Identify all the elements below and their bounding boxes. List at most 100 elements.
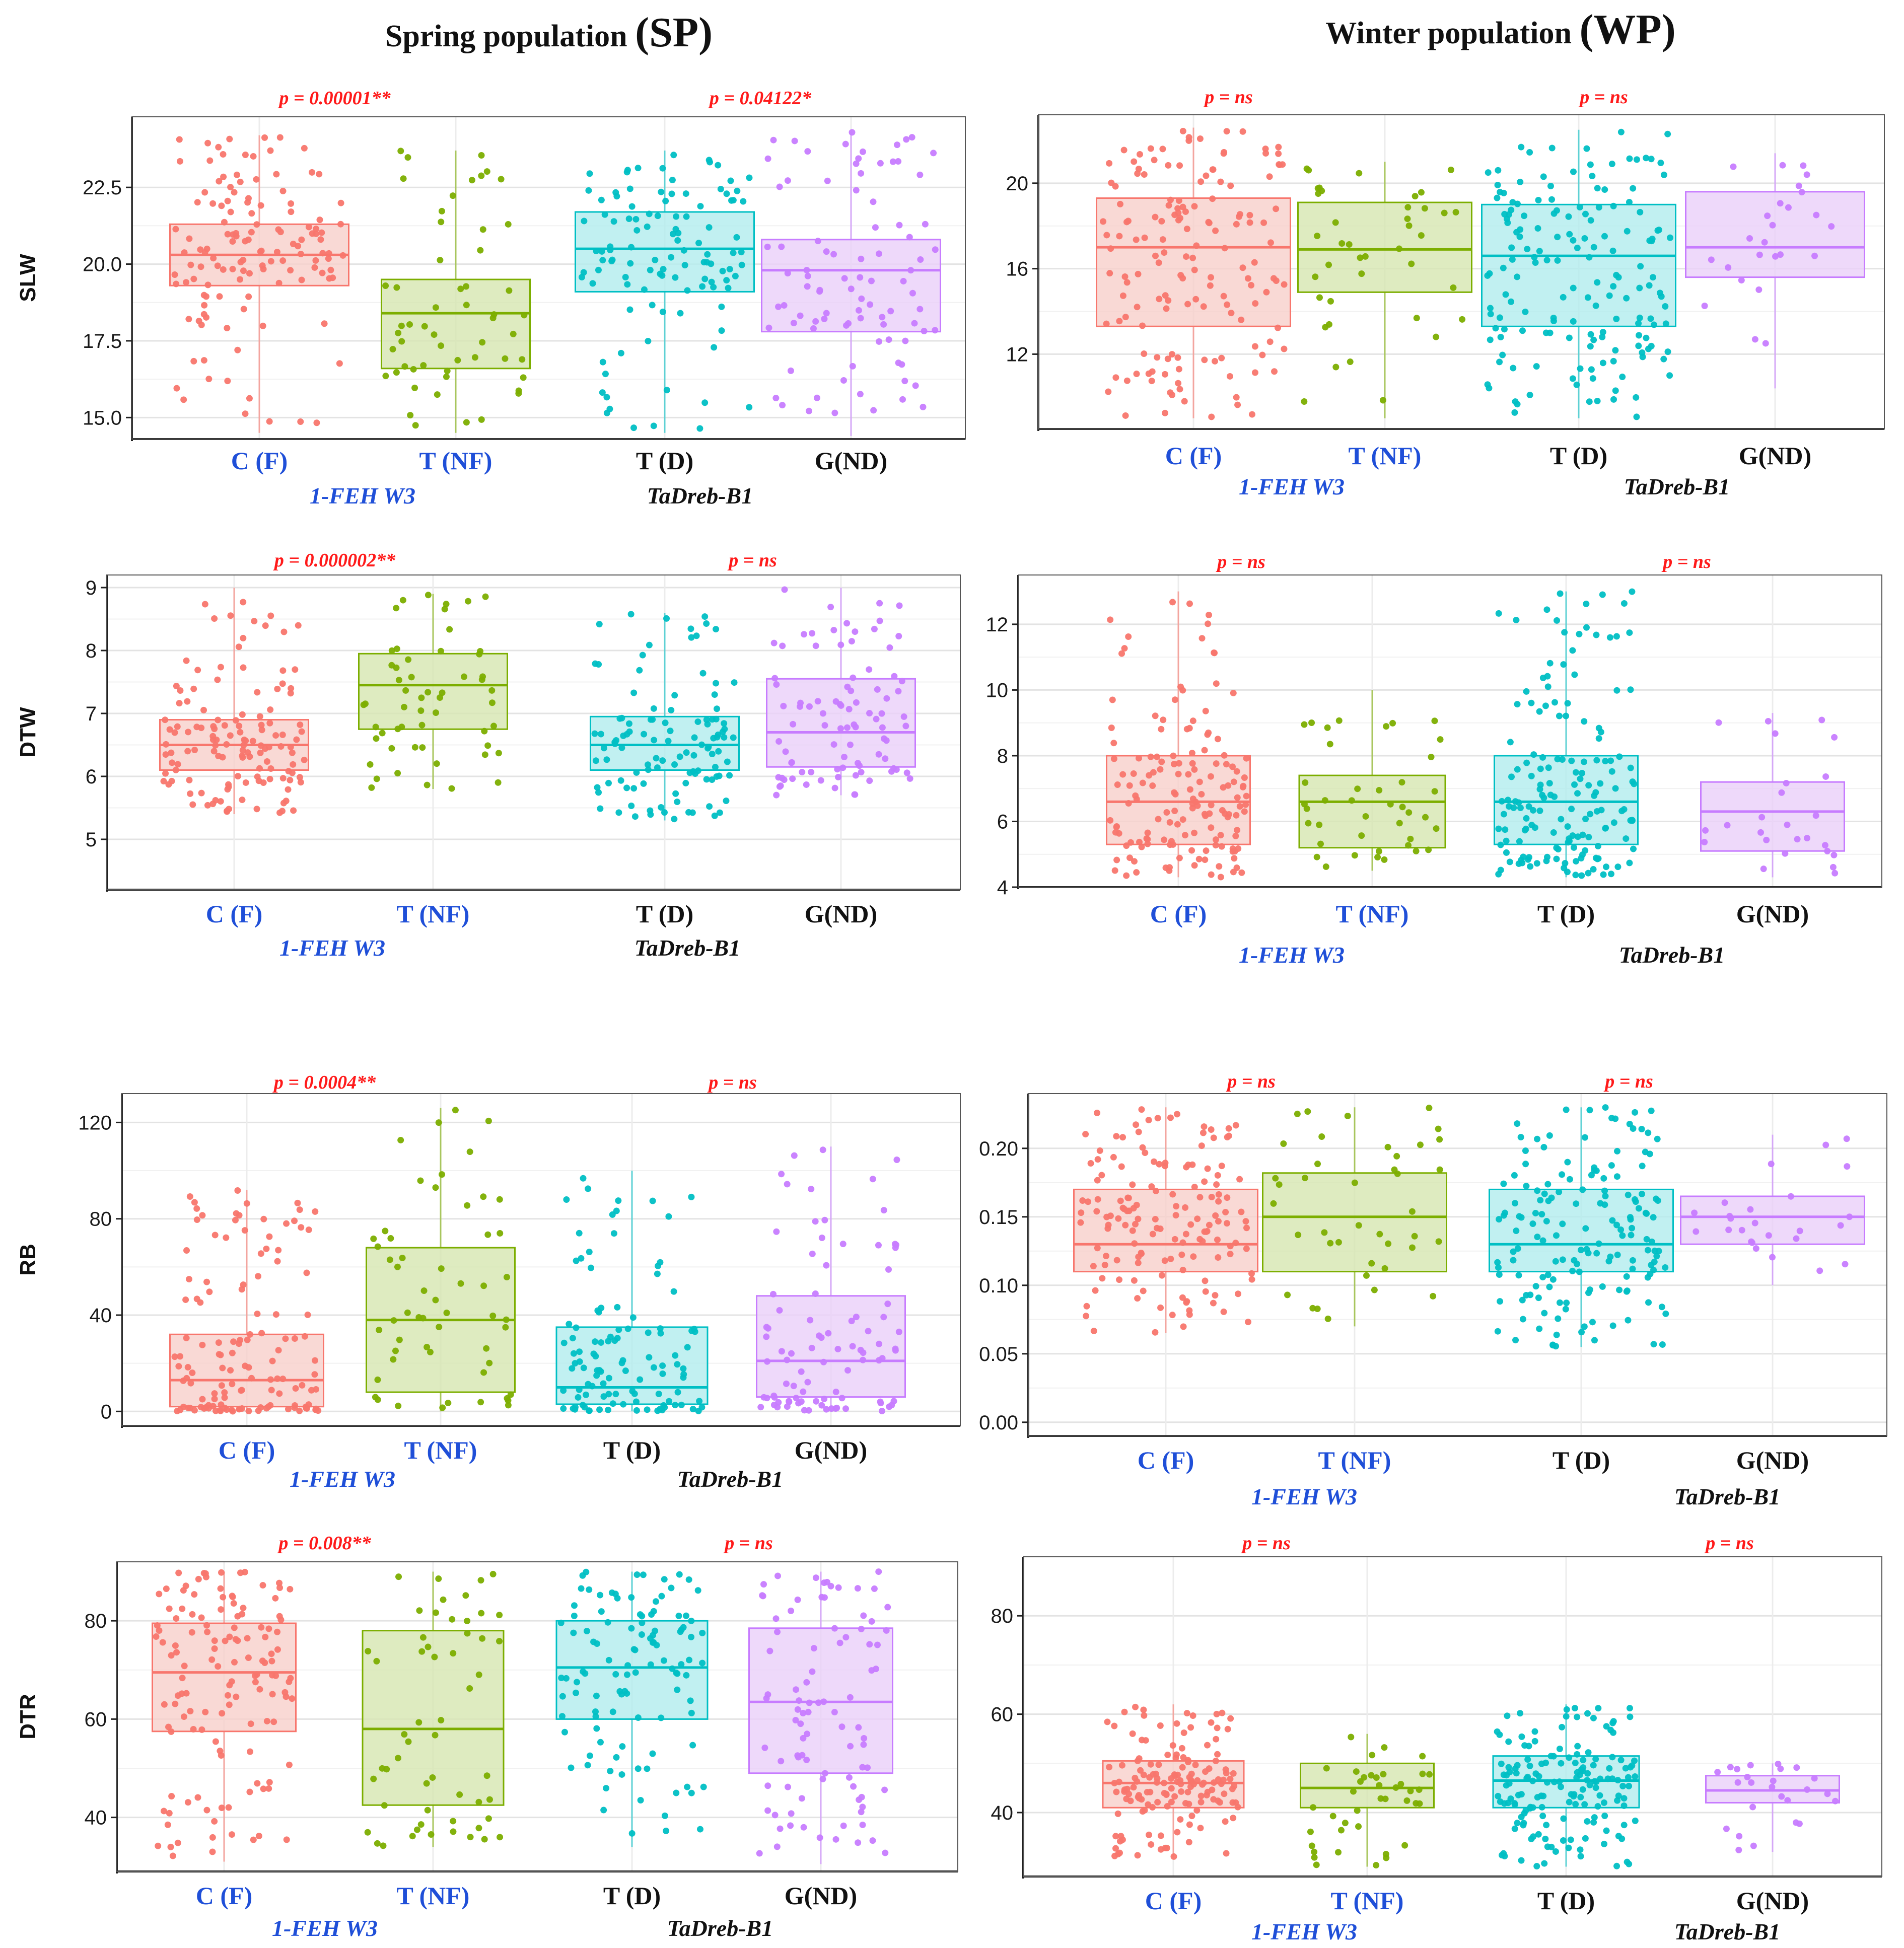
- data-point: [1508, 298, 1515, 305]
- data-point: [1586, 1286, 1593, 1293]
- category-label: G(ND): [1736, 1446, 1809, 1474]
- y-tick-label: 0.20: [979, 1138, 1018, 1160]
- data-point: [1169, 841, 1176, 848]
- data-point: [850, 674, 857, 681]
- data-point: [1188, 1813, 1195, 1820]
- data-point: [1546, 329, 1554, 336]
- data-point: [616, 1688, 623, 1695]
- data-point: [594, 1640, 601, 1647]
- data-point: [219, 1710, 226, 1717]
- data-point: [1504, 797, 1511, 804]
- data-point: [764, 1807, 771, 1814]
- data-point: [1619, 374, 1626, 381]
- box-iqr: [1300, 1762, 1435, 1809]
- data-point: [1612, 347, 1619, 354]
- data-point: [814, 238, 821, 245]
- data-point: [1233, 221, 1240, 228]
- data-point: [875, 1242, 882, 1249]
- data-point: [1763, 836, 1770, 843]
- data-point: [626, 306, 633, 313]
- data-point: [1591, 1167, 1598, 1174]
- data-point: [481, 728, 488, 735]
- data-point: [1601, 1840, 1608, 1847]
- data-point: [184, 1364, 191, 1371]
- data-point: [235, 643, 242, 651]
- data-point: [1149, 782, 1156, 789]
- data-point: [1169, 599, 1176, 606]
- data-point: [784, 270, 791, 277]
- data-point: [1587, 811, 1594, 818]
- data-point: [921, 328, 928, 335]
- y-tick-label: 40: [85, 1807, 107, 1829]
- data-point: [411, 384, 418, 391]
- data-point: [1275, 324, 1282, 331]
- data-point: [571, 1612, 578, 1619]
- data-point: [1578, 855, 1585, 862]
- data-point: [872, 1666, 879, 1673]
- data-point: [441, 606, 448, 613]
- data-point: [1584, 1777, 1591, 1784]
- data-point: [900, 713, 907, 720]
- data-point: [1381, 856, 1388, 863]
- data-point: [393, 605, 400, 612]
- data-point: [329, 274, 336, 281]
- data-point: [1614, 1147, 1621, 1155]
- gene-label: TaDreb-B1: [667, 1915, 773, 1941]
- data-point: [1238, 869, 1245, 876]
- gene-label: TaDreb-B1: [1624, 474, 1730, 499]
- data-point: [1650, 1214, 1657, 1221]
- category-label: T (NF): [1331, 1887, 1404, 1915]
- data-point: [699, 283, 706, 290]
- data-point: [1167, 1114, 1174, 1121]
- data-point: [1223, 1850, 1230, 1857]
- data-point: [1138, 1250, 1145, 1257]
- data-point: [495, 779, 502, 786]
- y-tick-label: 40: [991, 1802, 1014, 1824]
- data-point: [1116, 233, 1123, 240]
- data-point: [445, 1399, 452, 1406]
- data-point: [1374, 854, 1381, 861]
- data-point: [234, 346, 241, 353]
- data-point: [1368, 1772, 1375, 1779]
- data-point: [1510, 1257, 1517, 1264]
- data-point: [285, 786, 292, 793]
- data-point: [183, 1375, 190, 1382]
- data-point: [1749, 1803, 1756, 1811]
- data-point: [336, 360, 343, 367]
- data-point: [394, 1263, 401, 1270]
- p-value-label: p = ns: [1704, 1533, 1754, 1554]
- data-point: [288, 208, 295, 215]
- data-point: [477, 247, 484, 254]
- data-point: [419, 744, 426, 751]
- gene-label: 1-FEH W3: [1239, 942, 1345, 968]
- data-point: [1560, 1815, 1567, 1822]
- data-point: [1574, 1751, 1581, 1758]
- data-point: [398, 322, 405, 329]
- data-point: [478, 172, 485, 179]
- data-point: [712, 764, 719, 771]
- data-point: [446, 626, 453, 633]
- data-point: [1609, 1322, 1616, 1329]
- data-point: [1106, 270, 1113, 277]
- data-point: [704, 251, 711, 258]
- data-point: [229, 1381, 236, 1388]
- data-point: [871, 625, 878, 632]
- data-point: [465, 598, 472, 605]
- data-point: [243, 1200, 250, 1207]
- data-point: [1186, 600, 1193, 607]
- data-point: [1397, 1781, 1404, 1788]
- data-point: [1419, 1770, 1426, 1777]
- data-point: [1175, 760, 1182, 767]
- data-point: [868, 1618, 875, 1625]
- data-point: [791, 137, 798, 145]
- data-point: [896, 602, 903, 609]
- data-point: [857, 1346, 864, 1353]
- data-point: [869, 1837, 876, 1844]
- data-point: [483, 1345, 490, 1352]
- data-point: [1601, 233, 1608, 240]
- data-point: [1178, 1251, 1185, 1258]
- data-point: [573, 1257, 580, 1264]
- data-point: [1546, 780, 1553, 787]
- data-point: [245, 293, 252, 300]
- data-point: [1433, 825, 1440, 832]
